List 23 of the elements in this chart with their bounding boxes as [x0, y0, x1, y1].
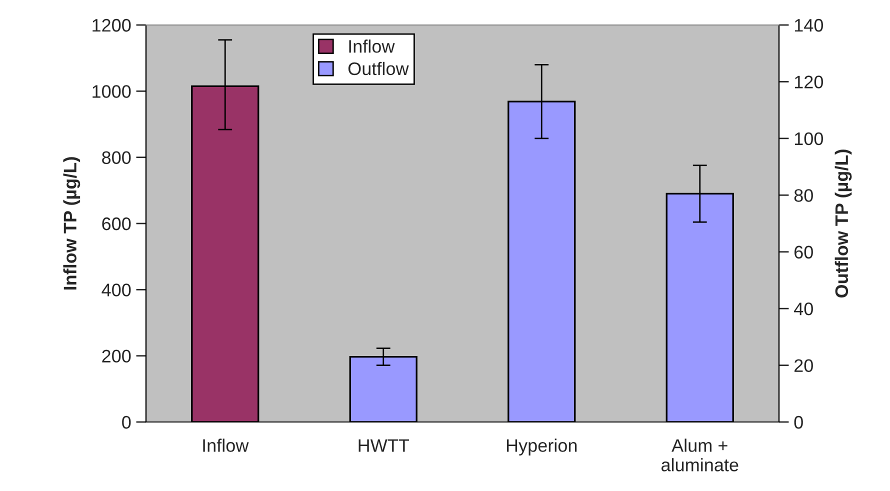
y2-tick-label: 20 [794, 359, 813, 372]
y2-tick-label: 40 [794, 302, 813, 316]
x-tick-label: HWTT [358, 439, 410, 452]
y-axis-title: Inflow TP (µg/L) [63, 157, 80, 290]
y-tick-label: 1000 [92, 85, 131, 98]
y2-tick-label: 140 [794, 18, 823, 32]
y2-tick-label: 60 [794, 246, 813, 259]
y-tick-label: 800 [102, 151, 131, 164]
y2-tick-label: 80 [794, 189, 813, 202]
y2-tick-label: 0 [794, 416, 803, 429]
legend-label: Inflow [349, 40, 395, 53]
y2-tick-label: 120 [794, 76, 823, 88]
x-tick-label: Hyperion [506, 438, 577, 456]
y-tick-label: 1200 [92, 18, 131, 32]
y2-axis-title: Outflow TP (µg/L) [834, 150, 852, 298]
y-tick-label: 0 [122, 416, 131, 429]
x-tick-label: Inflow [203, 438, 249, 452]
y2-tick-label: 100 [794, 132, 823, 146]
y-tick-label: 600 [102, 217, 131, 230]
y-tick-label: 400 [102, 284, 131, 296]
legend-label: Outflow [348, 62, 409, 76]
y-tick-label: 200 [102, 350, 131, 363]
x-tick-label: Alum + aluminate [662, 438, 738, 472]
